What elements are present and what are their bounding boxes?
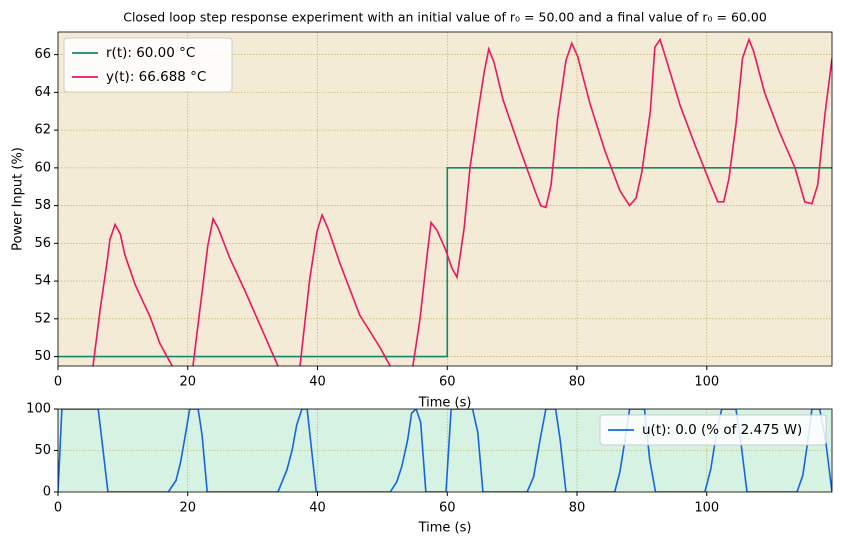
x-tick-label: 0: [54, 501, 62, 516]
y-tick-label: 0: [43, 485, 51, 500]
y-tick-label: 60: [34, 160, 51, 175]
y-tick-label: 58: [34, 198, 51, 213]
x-tick-label: 20: [179, 501, 196, 516]
y-tick-label: 52: [34, 311, 51, 326]
y-tick-label: 50: [34, 349, 51, 364]
y-tick-label: 100: [26, 402, 51, 417]
y-tick-label: 64: [34, 85, 51, 100]
series-line: [92, 37, 832, 366]
axes-frame: [57, 31, 833, 367]
y-tick-label: 50: [34, 443, 51, 458]
axes-frame: [57, 408, 833, 493]
x-tick-label: 40: [309, 501, 326, 516]
x-tick-label: 40: [309, 375, 326, 390]
x-tick-label: 0: [54, 375, 62, 390]
legend-label: u(t): 0.0 (% of 2.475 W): [642, 422, 802, 438]
y-axis-label: Power Input (%): [11, 147, 26, 251]
legend-label: y(t): 66.688 °C: [106, 69, 206, 85]
x-axis-label: Time (s): [418, 521, 472, 536]
x-tick-label: 100: [694, 375, 719, 390]
x-tick-label: 20: [179, 375, 196, 390]
legend: r(t): 60.00 °C y(t): 66.688 °C: [63, 37, 233, 93]
x-tick-label: 100: [694, 501, 719, 516]
y-tick-label: 56: [34, 236, 51, 251]
y-tick-label: 66: [34, 47, 51, 62]
x-tick-label: 80: [569, 501, 586, 516]
x-axis-label: Time (s): [418, 396, 472, 411]
legend-label: r(t): 60.00 °C: [106, 45, 195, 61]
y-tick-label: 54: [34, 274, 51, 289]
series-line: [58, 409, 832, 492]
x-tick-label: 60: [439, 375, 456, 390]
legend: u(t): 0.0 (% of 2.475 W): [599, 414, 827, 446]
chart-title: Closed loop step response experiment wit…: [123, 10, 767, 25]
series-line: [58, 167, 832, 358]
y-tick-label: 62: [34, 123, 51, 138]
legend-box: [63, 37, 233, 93]
legend-box: [599, 414, 827, 446]
x-tick-label: 80: [569, 375, 586, 390]
x-tick-label: 60: [439, 501, 456, 516]
